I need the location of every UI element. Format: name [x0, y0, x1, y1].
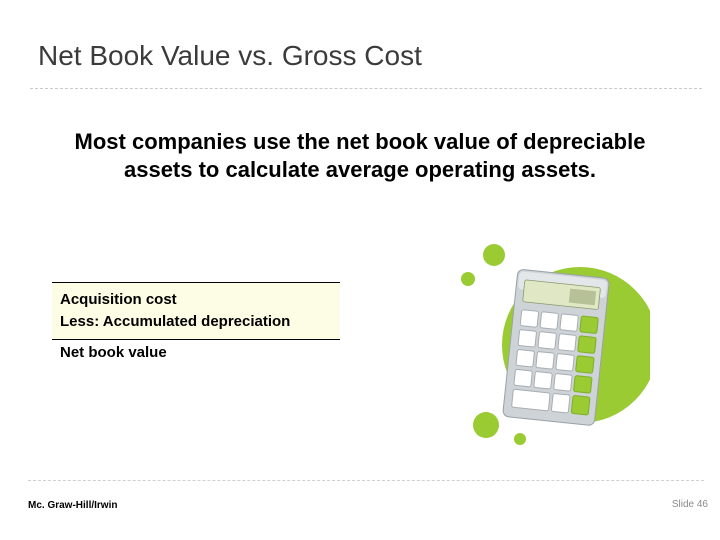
- calc-box-body: Acquisition cost Less: Accumulated depre…: [52, 282, 340, 340]
- calc-row-acquisition: Acquisition cost: [60, 289, 332, 311]
- slide-title: Net Book Value vs. Gross Cost: [38, 40, 422, 72]
- footer-slide-number: Slide 46: [672, 499, 708, 510]
- slide: Net Book Value vs. Gross Cost Most compa…: [0, 0, 720, 540]
- calc-row-net: Net book value: [52, 340, 340, 361]
- title-divider: [30, 88, 702, 89]
- calc-row-less-depr: Less: Accumulated depreciation: [60, 311, 332, 333]
- footer-divider: [28, 480, 704, 481]
- footer-publisher: Mc. Graw-Hill/Irwin: [28, 500, 117, 511]
- slide-subtitle: Most companies use the net book value of…: [70, 128, 650, 183]
- calculator-clipart: [430, 225, 650, 445]
- net-book-value-calculation: Acquisition cost Less: Accumulated depre…: [52, 282, 340, 361]
